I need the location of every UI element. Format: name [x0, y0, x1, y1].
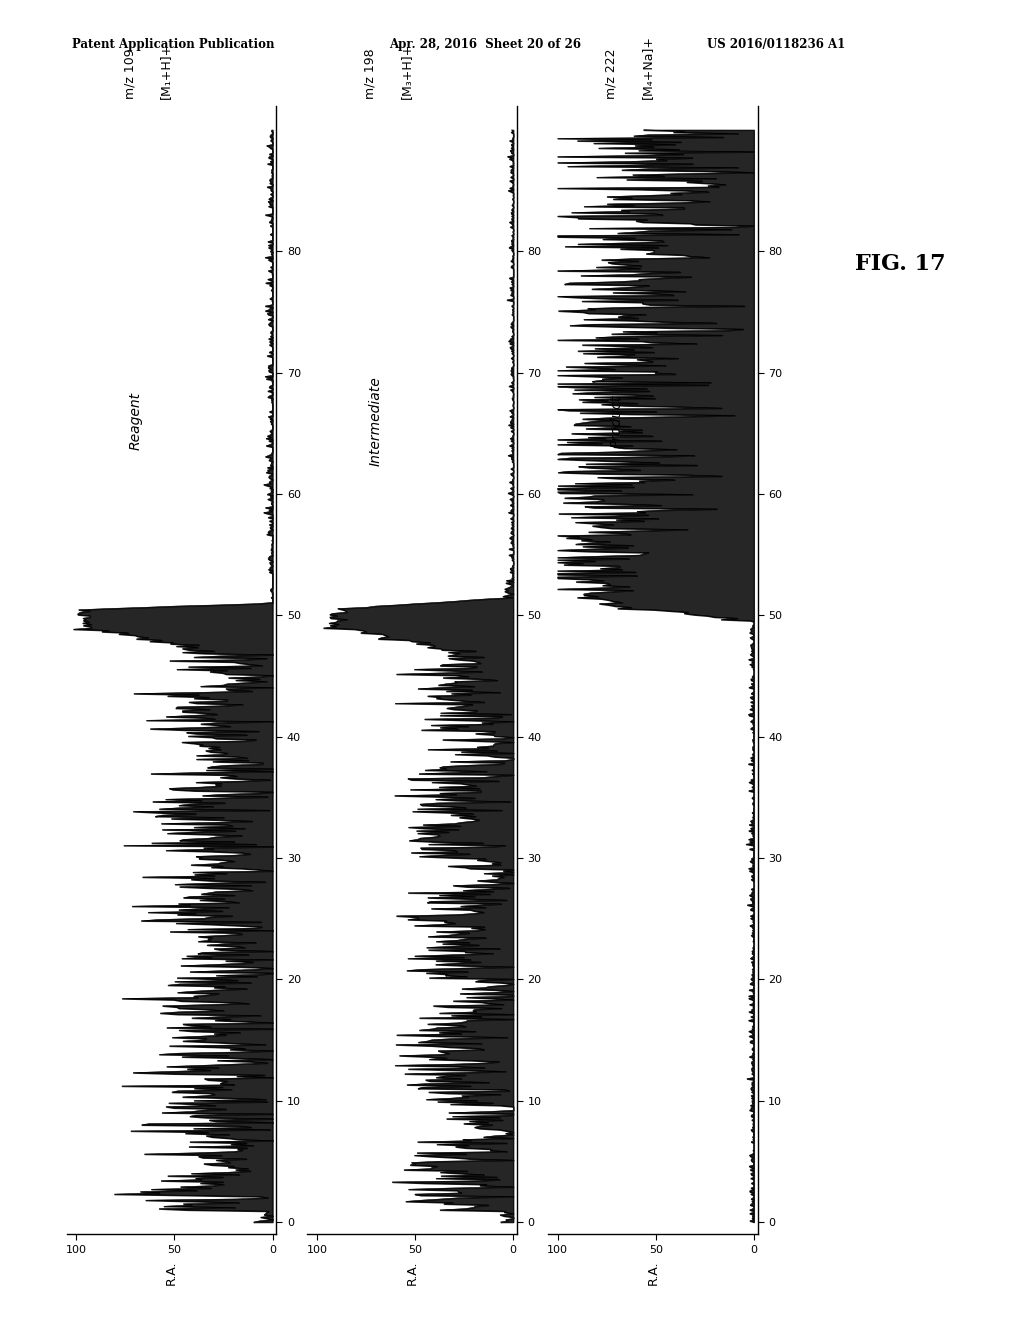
- Text: [M₄+Na]+: [M₄+Na]+: [640, 36, 653, 99]
- Text: Apr. 28, 2016  Sheet 20 of 26: Apr. 28, 2016 Sheet 20 of 26: [389, 37, 582, 50]
- Text: [M₃+H]+: [M₃+H]+: [399, 42, 413, 99]
- Text: Product: Product: [609, 395, 624, 447]
- Text: m/z 198: m/z 198: [364, 49, 377, 99]
- Text: m/z 222: m/z 222: [604, 49, 617, 99]
- X-axis label: R.A.: R.A.: [646, 1261, 659, 1284]
- X-axis label: R.A.: R.A.: [406, 1261, 419, 1284]
- X-axis label: R.A.: R.A.: [165, 1261, 178, 1284]
- Text: US 2016/0118236 A1: US 2016/0118236 A1: [707, 37, 845, 50]
- Text: Patent Application Publication: Patent Application Publication: [72, 37, 274, 50]
- Text: Reagent: Reagent: [128, 392, 142, 450]
- Text: Intermediate: Intermediate: [369, 376, 383, 466]
- Text: FIG. 17: FIG. 17: [855, 253, 946, 275]
- Text: [M₁+H]+: [M₁+H]+: [159, 42, 172, 99]
- Text: m/z 109: m/z 109: [123, 49, 136, 99]
